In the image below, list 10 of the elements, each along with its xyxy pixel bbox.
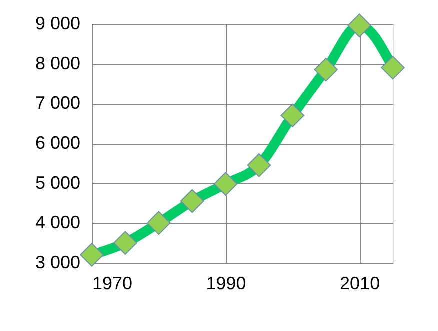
x-tick-label: 1970 bbox=[92, 274, 133, 294]
x-tick-label: 2010 bbox=[340, 274, 380, 294]
y-tick-label: 9 000 bbox=[35, 14, 80, 34]
y-tick-label: 3 000 bbox=[35, 252, 80, 272]
y-tick-label: 5 000 bbox=[35, 172, 80, 193]
y-tick-label: 8 000 bbox=[35, 53, 80, 74]
y-tick-label: 7 000 bbox=[35, 93, 80, 114]
y-tick-label: 6 000 bbox=[35, 133, 80, 153]
x-tick-label: 1990 bbox=[206, 274, 246, 294]
y-tick-label: 4 000 bbox=[35, 212, 80, 233]
